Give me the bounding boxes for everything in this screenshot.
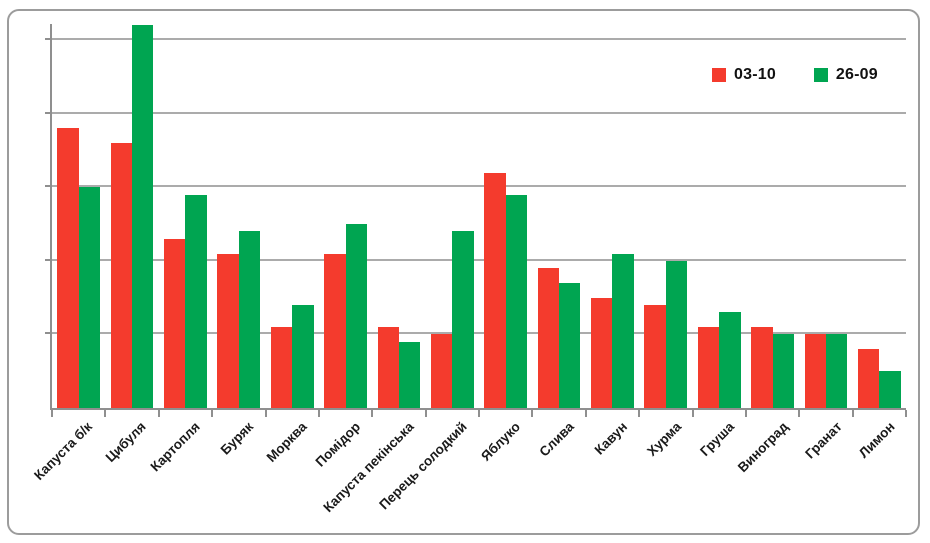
bar-group-12 (639, 24, 692, 408)
bar-group-6 (319, 24, 372, 408)
bar-26-09-Гранат (825, 334, 848, 408)
bar-group-2 (105, 24, 158, 408)
x-axis-tick (211, 410, 214, 417)
bar-26-09-Перець солодкий (452, 231, 474, 408)
bar-26-09-Виноград (772, 334, 794, 408)
bar-group-14 (746, 24, 799, 408)
bar-group-4 (212, 24, 265, 408)
bar-03-10-Капуста пекінська (377, 327, 399, 408)
bar-03-10-Кавун (591, 297, 613, 408)
gridline (52, 258, 906, 261)
bar-03-10-Слива (537, 268, 560, 408)
x-axis-tick (798, 410, 801, 417)
bar-03-10-Капуста б/к (57, 128, 79, 408)
x-axis-tick (691, 410, 694, 417)
bar-26-09-Помідор (345, 224, 367, 408)
gridline (52, 185, 906, 188)
bar-03-10-Картопля (164, 238, 186, 408)
gridline (52, 38, 906, 41)
bar-group-7 (372, 24, 425, 408)
x-axis-tick (424, 410, 427, 417)
x-axis-tick (905, 410, 907, 417)
bar-03-10-Хурма (644, 305, 666, 408)
y-axis-tick (45, 111, 51, 114)
legend-item-26-09: 26-09 (813, 66, 878, 84)
bar-group-15 (799, 24, 852, 408)
bar-group-13 (693, 24, 746, 408)
x-axis-tick (638, 410, 641, 417)
bar-03-10-Перець солодкий (430, 334, 453, 408)
bar-group-9 (479, 24, 532, 408)
legend-label-26-09: 26-09 (835, 66, 878, 83)
bar-03-10-Буряк (217, 253, 239, 408)
bar-03-10-Гранат (804, 334, 826, 408)
y-axis-tick (45, 258, 51, 261)
y-axis-tick (45, 332, 51, 335)
x-axis-tick (531, 410, 534, 417)
gridline (52, 332, 906, 335)
bar-03-10-Яблуко (484, 172, 506, 408)
bar-26-09-Цибуля (132, 25, 154, 408)
bar-group-8 (426, 24, 479, 408)
bar-03-10-Виноград (751, 327, 773, 408)
bar-26-09-Морква (292, 305, 314, 408)
x-axis-tick (851, 410, 854, 417)
x-axis-tick (51, 410, 53, 417)
legend-label-03-10: 03-10 (734, 66, 776, 83)
legend-item-03-10: 03-10 (712, 66, 776, 84)
bar-03-10-Лимон (857, 349, 880, 408)
bar-26-09-Слива (559, 282, 581, 408)
x-axis-tick (371, 410, 374, 417)
x-axis-tick (157, 410, 160, 417)
bar-26-09-Яблуко (505, 194, 528, 408)
bar-26-09-Лимон (879, 371, 901, 408)
legend: 03-10 26-09 (712, 66, 878, 84)
bar-26-09-Капуста б/к (78, 187, 101, 408)
bar-group-16 (853, 24, 906, 408)
bar-group-1 (52, 24, 105, 408)
legend-swatch-green (813, 68, 828, 82)
y-axis-tick (45, 185, 51, 188)
x-axis-tick (584, 410, 587, 417)
bars-layer (52, 24, 906, 408)
bar-group-10 (532, 24, 585, 408)
bar-group-11 (586, 24, 639, 408)
bar-26-09-Кавун (612, 253, 634, 408)
x-axis-tick (478, 410, 480, 417)
bar-26-09-Груша (719, 312, 741, 408)
x-axis-tick (317, 410, 320, 417)
bar-group-5 (266, 24, 319, 408)
bar-26-09-Картопля (185, 194, 207, 408)
y-axis-tick (45, 38, 51, 41)
x-axis-tick (104, 410, 107, 417)
x-axis-tick (744, 410, 747, 417)
plot-area (45, 24, 907, 417)
x-axis-tick (264, 410, 267, 417)
bar-26-09-Буряк (238, 231, 261, 408)
bar-group-3 (159, 24, 212, 408)
gridline (52, 111, 906, 114)
legend-swatch-red (712, 68, 726, 82)
bar-26-09-Капуста пекінська (398, 341, 421, 408)
bar-26-09-Хурма (665, 260, 688, 408)
bar-03-10-Груша (697, 327, 720, 408)
bar-03-10-Морква (270, 327, 293, 408)
bar-03-10-Цибуля (110, 143, 133, 408)
bar-03-10-Помідор (324, 253, 346, 408)
